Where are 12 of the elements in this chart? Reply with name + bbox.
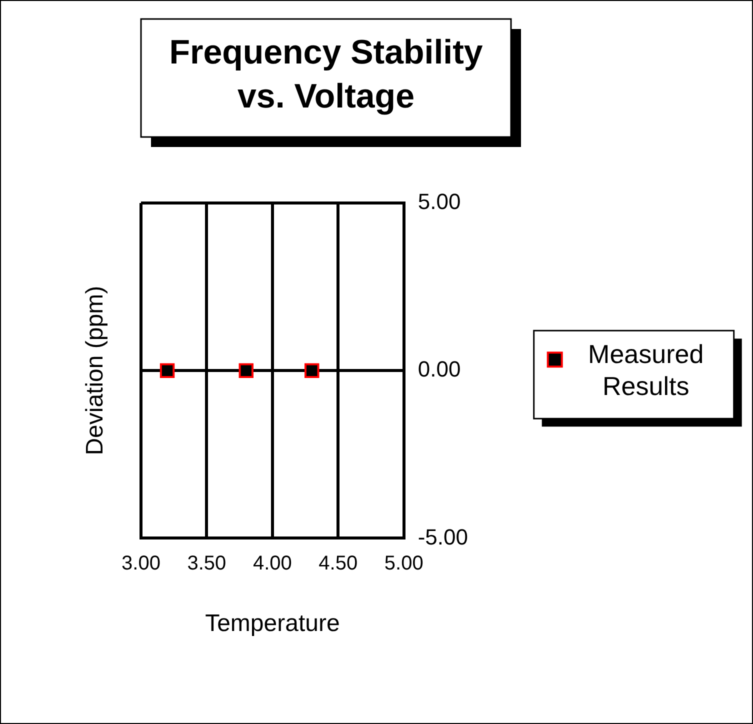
y-tick-label: -5.00 [418, 524, 468, 550]
x-tick-label: 3.00 [122, 552, 160, 575]
x-tick-label: 5.00 [384, 552, 424, 575]
y-tick-label: 0.00 [418, 356, 461, 382]
legend-label: Measured Results [588, 338, 704, 401]
x-tick-label: 4.00 [252, 552, 292, 575]
x-tick-label: 3.50 [187, 552, 226, 575]
chart-title: Frequency Stability vs. Voltage [169, 33, 483, 116]
y-tick-label: 5.00 [418, 189, 461, 214]
y-axis-title: Deviation (ppm) [82, 286, 109, 456]
x-axis-title: Temperature [205, 610, 340, 638]
x-tick-label: 4.50 [318, 552, 358, 575]
